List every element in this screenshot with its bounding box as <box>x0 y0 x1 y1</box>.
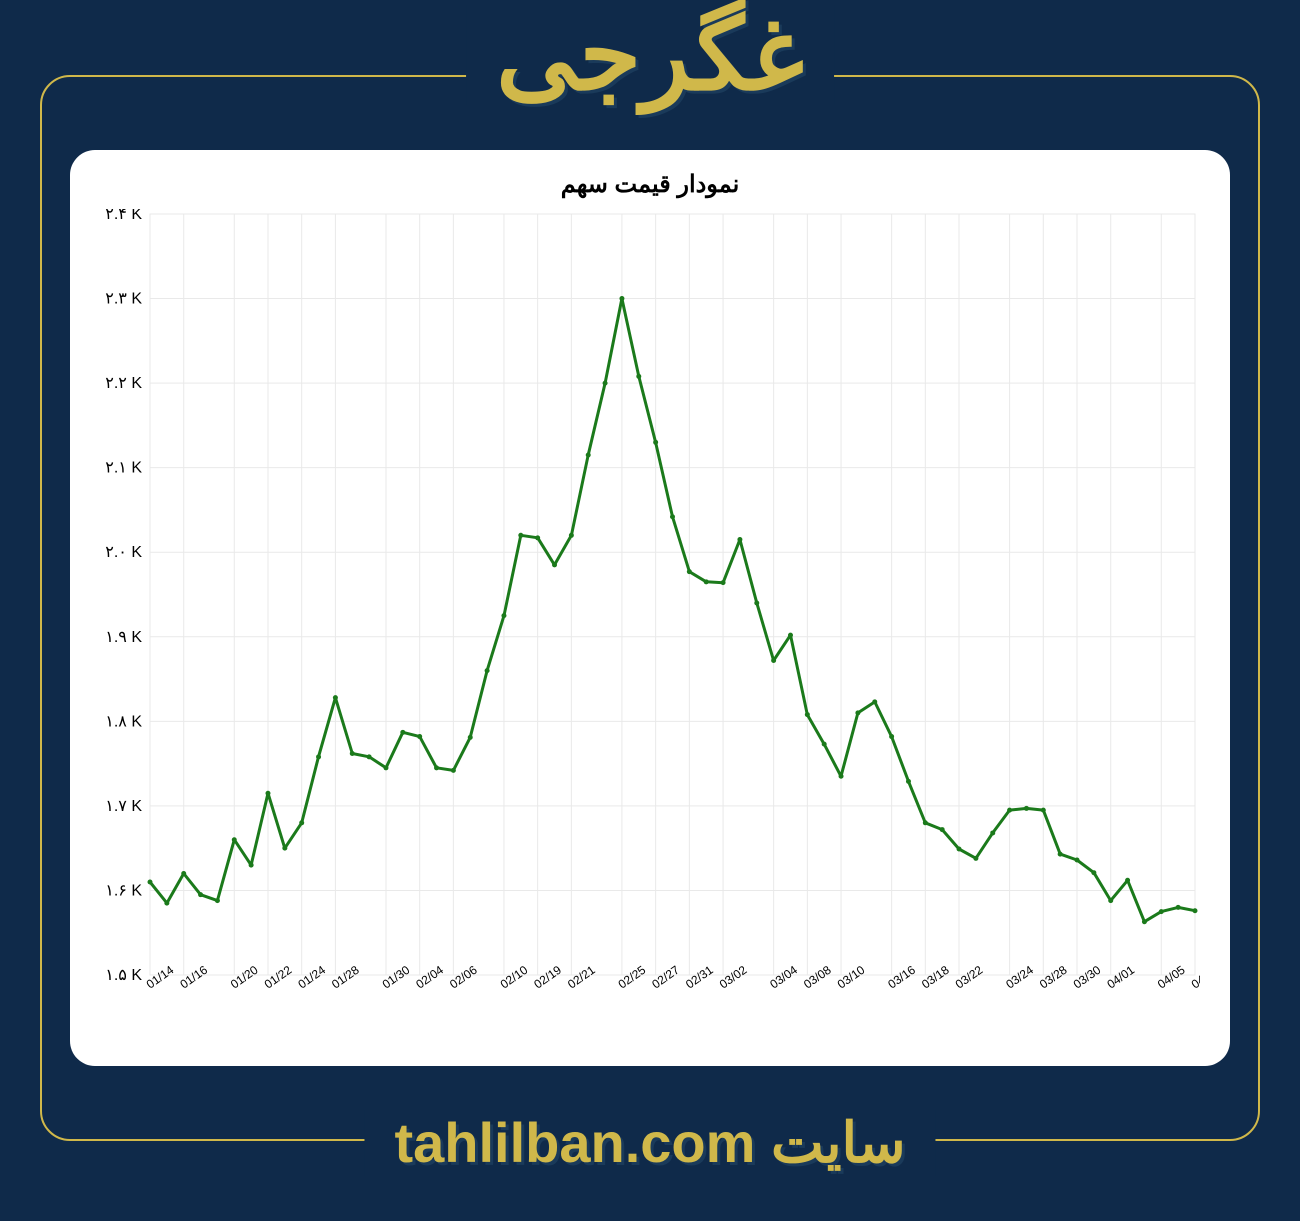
chart-panel: نمودار قیمت سهم ۱.۵ K ۱.۶ K ۱.۷ K ۱.۸ K ۱.۹ … <box>70 150 1230 1066</box>
header-title: غگرجی <box>466 5 834 105</box>
svg-text:۱.۷ K: ۱.۷ K <box>105 798 142 815</box>
svg-text:۲.۴ K: ۲.۴ K <box>105 209 142 223</box>
svg-text:۱.۶ K: ۱.۶ K <box>105 882 142 899</box>
svg-text:۱.۸ K: ۱.۸ K <box>105 713 142 730</box>
svg-text:۲.۰ K: ۲.۰ K <box>105 544 142 561</box>
svg-text:۲.۳ K: ۲.۳ K <box>105 291 142 308</box>
footer-site-label: سایت <box>771 1111 906 1174</box>
chart-area: ۱.۵ K ۱.۶ K ۱.۷ K ۱.۸ K ۱.۹ K ۲.۰ K ۲.۱ K ۲.۲ K… <box>100 209 1200 1015</box>
footer: سایت tahlilban.com <box>364 1110 935 1176</box>
svg-text:۲.۱ K: ۲.۱ K <box>105 460 142 477</box>
price-chart-svg: ۱.۵ K ۱.۶ K ۱.۷ K ۱.۸ K ۱.۹ K ۲.۰ K ۲.۱ K ۲.۲ K… <box>100 209 1200 1015</box>
svg-text:۱.۵ K: ۱.۵ K <box>105 967 142 984</box>
svg-text:۲.۲ K: ۲.۲ K <box>105 375 142 392</box>
footer-site-url: tahlilban.com <box>394 1111 755 1174</box>
chart-title: نمودار قیمت سهم <box>100 170 1200 199</box>
svg-text:۱.۹ K: ۱.۹ K <box>105 629 142 646</box>
